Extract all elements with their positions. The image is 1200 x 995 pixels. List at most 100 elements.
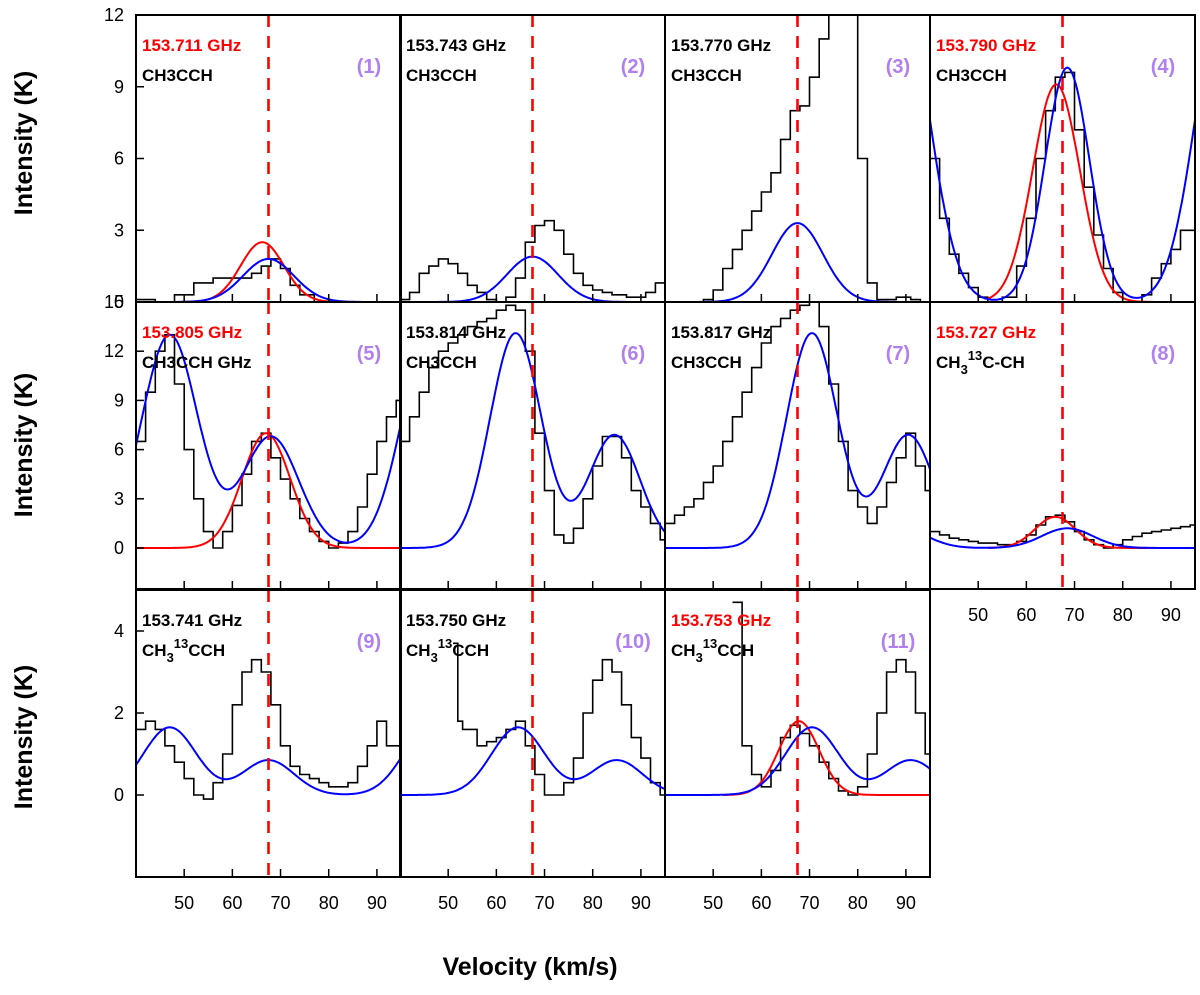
panel-9: 153.741 GHz CH313CCH (9) 0 2 4 50 60 70 80 90 <box>114 589 402 913</box>
frequency-label-10: 153.750 GHz <box>406 611 506 630</box>
x-tick-label-10-60: 60 <box>486 893 506 913</box>
panel-traces-8 <box>930 514 1195 549</box>
x-tick-label-11-90: 90 <box>896 893 916 913</box>
fit-curve-1 <box>136 241 401 302</box>
panel-number-8: (8) <box>1151 343 1175 365</box>
species-base-11: CH <box>671 641 696 660</box>
species-rest-10: CCH <box>452 641 489 660</box>
observed-spectrum-2 <box>400 219 665 302</box>
observed-spectrum-6 <box>400 304 665 544</box>
y-axis-title-row-1: Intensity (K) <box>10 71 38 215</box>
x-tick-label-9-50: 50 <box>174 893 194 913</box>
y-tick-label-row2-9: 9 <box>114 390 124 410</box>
x-tick-label-11-70: 70 <box>800 893 820 913</box>
observed-spectrum-5 <box>136 334 401 549</box>
panel-number-10: (10) <box>615 631 651 653</box>
fit-curve-11 <box>722 720 930 796</box>
observed-spectrum-3 <box>665 15 930 302</box>
y-tick-label-row3-4: 4 <box>114 621 124 641</box>
observed-spectrum-1 <box>136 258 330 302</box>
y-tick-label-row1-9: 9 <box>114 77 124 97</box>
species-label-8: CH313C-CH <box>936 348 1025 377</box>
species-label-4: CH3CCH <box>936 66 1007 85</box>
species-subscript-10: 3 <box>431 650 438 665</box>
x-tick-label-9-80: 80 <box>319 893 339 913</box>
frequency-label-8: 153.727 GHz <box>936 323 1036 342</box>
species-subscript-9: 3 <box>167 650 174 665</box>
panel-number-4: (4) <box>1151 56 1175 78</box>
x-tick-label-10-80: 80 <box>583 893 603 913</box>
species-rest-8: C-CH <box>982 353 1025 372</box>
species-superscript-11: 13 <box>703 636 717 651</box>
x-tick-label-8-90: 90 <box>1161 605 1181 625</box>
panel-frame-8 <box>929 301 1196 590</box>
y-tick-label-row2-0: 0 <box>114 538 124 558</box>
panel-number-1: (1) <box>357 56 381 78</box>
observed-spectrum-9 <box>136 658 401 800</box>
species-label-10: CH313CCH <box>406 636 489 665</box>
panel-8: 153.727 GHz CH313C-CH (8) 50 60 70 80 90 <box>929 301 1196 625</box>
x-tick-label-10-70: 70 <box>535 893 555 913</box>
species-base-9: CH <box>142 641 167 660</box>
x-tick-label-10-90: 90 <box>631 893 651 913</box>
model-curve-10 <box>400 726 665 796</box>
panel-frame-11 <box>664 589 931 878</box>
fit-curve-8 <box>987 515 1195 549</box>
species-label-6: CH3CCH <box>406 353 477 372</box>
species-subscript-11: 3 <box>696 650 703 665</box>
frequency-label-6: 153.814 GHz <box>406 323 506 342</box>
y-tick-label-row1-3: 3 <box>114 220 124 240</box>
species-base-8: CH <box>936 353 961 372</box>
x-tick-label-9-90: 90 <box>367 893 387 913</box>
x-tick-label-8-60: 60 <box>1016 605 1036 625</box>
panel-traces-4 <box>930 66 1195 302</box>
y-tick-label-row2-12: 12 <box>104 341 124 361</box>
panel-11: 153.753 GHz CH313CCH (11) 50 60 70 80 90 <box>664 589 931 913</box>
x-axis-title: Velocity (km/s) <box>442 953 617 981</box>
y-tick-label-row3-0: 0 <box>114 785 124 805</box>
x-tick-label-8-50: 50 <box>968 605 988 625</box>
panel-4: 153.790 GHz CH3CCH (4) <box>929 14 1196 303</box>
panel-number-9: (9) <box>357 631 381 653</box>
species-label-9: CH313CCH <box>142 636 225 665</box>
x-tick-label-10-50: 50 <box>438 893 458 913</box>
species-subscript-8: 3 <box>961 362 968 377</box>
species-label-1: CH3CCH <box>142 66 213 85</box>
species-label-5: CH3CCH GHz <box>142 353 252 372</box>
y-tick-label-row2-6: 6 <box>114 440 124 460</box>
x-tick-label-8-70: 70 <box>1065 605 1085 625</box>
panel-number-6: (6) <box>621 343 645 365</box>
species-label-11: CH313CCH <box>671 636 754 665</box>
panel-5: 153.805 GHz CH3CCH GHz (5) 0 3 6 9 12 15 <box>104 292 402 590</box>
panel-1: 153.711 GHz CH3CCH (1) 0 3 6 9 12 <box>104 5 402 312</box>
observed-spectrum-10 <box>453 642 665 796</box>
species-label-7: CH3CCH <box>671 353 742 372</box>
y-axis-title-row-2: Intensity (K) <box>10 373 38 517</box>
frequency-label-9: 153.741 GHz <box>142 611 242 630</box>
y-tick-label-row2-3: 3 <box>114 489 124 509</box>
model-curve-4 <box>930 66 1195 301</box>
panel-traces-2 <box>400 219 665 302</box>
panel-6: 153.814 GHz CH3CCH (6) <box>399 301 666 590</box>
y-tick-label-row3-2: 2 <box>114 703 124 723</box>
observed-spectrum-4 <box>930 71 1195 302</box>
frequency-label-2: 153.743 GHz <box>406 36 506 55</box>
x-tick-label-8-80: 80 <box>1113 605 1133 625</box>
species-rest-9: CCH <box>188 641 225 660</box>
model-curve-8 <box>930 527 1195 549</box>
frequency-label-7: 153.817 GHz <box>671 323 771 342</box>
x-tick-label-11-60: 60 <box>751 893 771 913</box>
y-tick-label-row1-0: 0 <box>114 292 124 312</box>
x-tick-label-11-50: 50 <box>703 893 723 913</box>
frequency-label-5: 153.805 GHz <box>142 323 242 342</box>
frequency-label-4: 153.790 GHz <box>936 36 1036 55</box>
observed-spectrum-7 <box>665 302 930 525</box>
frequency-label-1: 153.711 GHz <box>142 36 241 55</box>
panel-traces-11 <box>665 601 930 796</box>
y-tick-label-row1-6: 6 <box>114 149 124 169</box>
panel-10: 153.750 GHz CH313CCH (10) 50 60 70 80 90 <box>399 589 666 913</box>
panel-number-2: (2) <box>621 56 645 78</box>
y-axis-title-row-3: Intensity (K) <box>10 665 38 809</box>
